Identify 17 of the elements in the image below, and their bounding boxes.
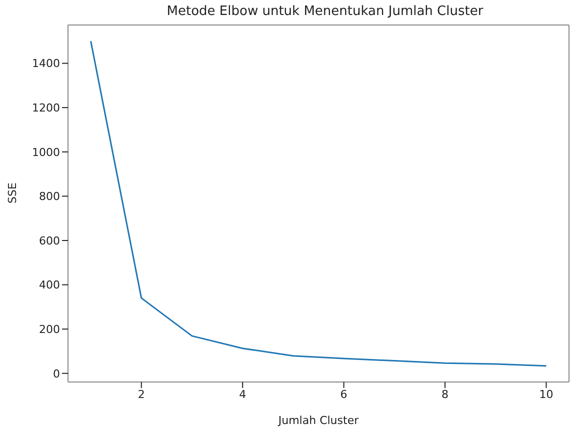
y-tick-label: 800 xyxy=(39,190,60,204)
y-tick-label: 1200 xyxy=(32,102,60,115)
y-tick-label: 600 xyxy=(39,234,60,248)
y-tick-label: 400 xyxy=(39,278,60,292)
x-tick-label: 6 xyxy=(340,388,348,401)
x-axis-title: Jumlah Cluster xyxy=(277,414,360,427)
chart-title: Metode Elbow untuk Menentukan Jumlah Cluster xyxy=(166,4,484,19)
y-tick-label: 0 xyxy=(53,367,60,380)
y-tick-label: 200 xyxy=(39,322,60,336)
x-tick-label: 8 xyxy=(442,388,449,401)
y-tick-label: 1000 xyxy=(32,146,60,159)
x-tick-label: 10 xyxy=(539,388,554,401)
y-axis-title: SSE xyxy=(6,182,19,204)
x-tick-label: 2 xyxy=(138,388,145,401)
x-tick-label: 4 xyxy=(239,388,246,401)
line-series xyxy=(90,40,547,367)
y-tick-label: 1400 xyxy=(32,57,60,70)
